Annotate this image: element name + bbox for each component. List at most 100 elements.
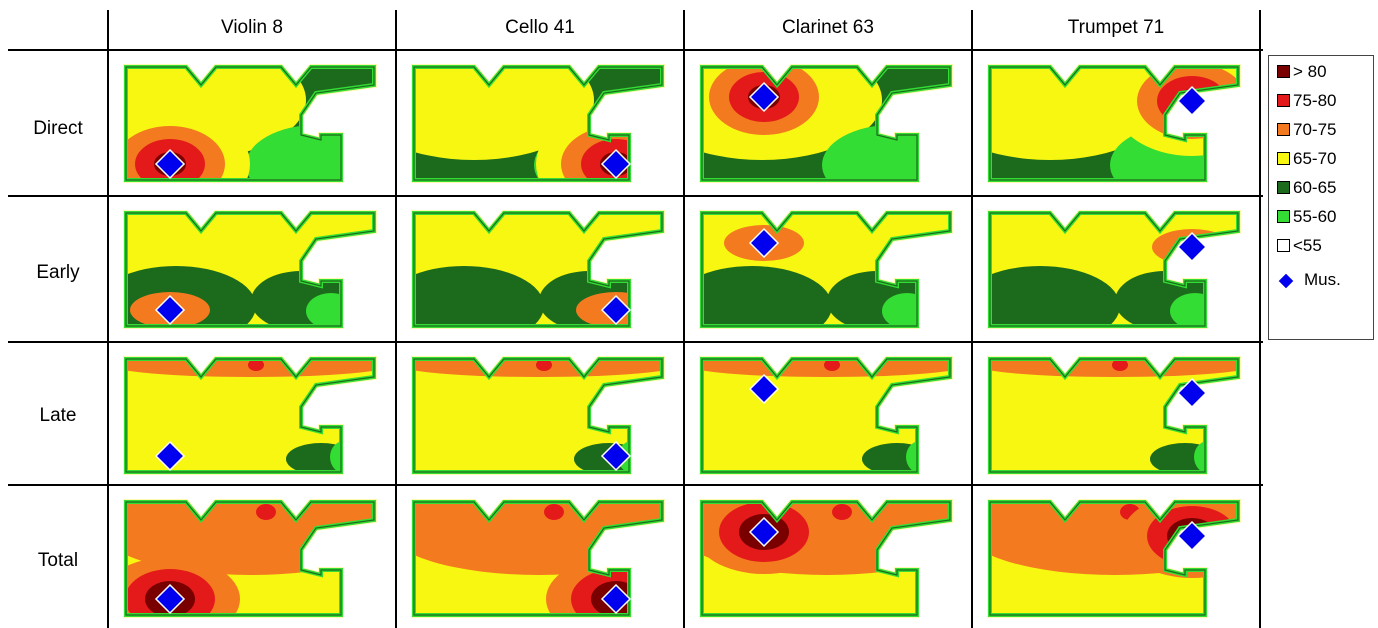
row-header: Direct: [33, 118, 83, 139]
room-edge: [989, 358, 1239, 473]
musician-marker: [154, 583, 186, 615]
heatmap-panel: [404, 347, 674, 482]
legend: > 80 75-80 70-75 65-70 60-65 55-60 <55 M…: [1268, 55, 1374, 340]
room-edge: [413, 501, 663, 616]
panel-map: [699, 64, 953, 183]
column-header: Violin 8: [221, 17, 283, 38]
heatmap-panel: [404, 490, 674, 625]
panel-map: [699, 210, 953, 329]
heat-region: [1110, 582, 1210, 615]
room-edge: [989, 212, 1239, 327]
legend-item: 65-70: [1277, 147, 1336, 171]
legend-label: <55: [1293, 236, 1322, 255]
heat-region: [414, 266, 544, 326]
room-edge: [701, 501, 951, 616]
legend-swatch: [1277, 65, 1290, 78]
column-header: Cello 41: [505, 17, 575, 38]
legend-swatch: [1277, 239, 1290, 252]
panel-map: [699, 499, 953, 618]
panel-map: [987, 356, 1241, 475]
heatmap-panel: [116, 201, 386, 336]
legend-swatch: [1277, 210, 1290, 223]
grid-line: [8, 341, 1263, 343]
heat-region: [126, 67, 306, 160]
room-edge: [125, 66, 375, 181]
panel-map: [411, 356, 665, 475]
heatmap-panel: [692, 201, 962, 336]
heat-region: [544, 504, 564, 520]
legend-item: 75-80: [1277, 89, 1336, 113]
musician-marker: [748, 227, 780, 259]
grid-line: [8, 49, 1263, 51]
column-header: Clarinet 63: [782, 17, 874, 38]
row-header: Late: [39, 405, 77, 426]
panel-map: [123, 64, 377, 183]
room-edge: [125, 212, 375, 327]
room-edge: [413, 358, 663, 473]
heat-region: [248, 359, 264, 371]
grid-line: [8, 195, 1263, 197]
room-edge: [413, 212, 663, 327]
panel-map: [987, 64, 1241, 183]
legend-label: 60-65: [1293, 178, 1337, 197]
legend-label: Mus.: [1304, 270, 1341, 289]
legend-swatch: [1277, 94, 1290, 107]
panel-map: [123, 499, 377, 618]
musician-marker: [154, 148, 186, 180]
room-edge: [701, 212, 951, 327]
musician-marker: [748, 81, 780, 113]
legend-swatch: [1277, 152, 1290, 165]
heatmap-panel: [404, 201, 674, 336]
legend-item: 55-60: [1277, 205, 1336, 229]
heat-region: [822, 582, 922, 615]
legend-label: 75-80: [1293, 91, 1337, 110]
row-header: Early: [36, 262, 80, 283]
panel-map: [411, 499, 665, 618]
heat-region: [306, 293, 356, 326]
grid-line: [395, 10, 397, 628]
musician-marker: [748, 373, 780, 405]
room-edge: [701, 358, 951, 473]
legend-item: <55: [1277, 234, 1322, 258]
musician-marker: [1176, 231, 1208, 263]
room-edge: [125, 358, 375, 473]
heat-region: [990, 67, 1170, 160]
grid-line: [1259, 10, 1261, 628]
grid-line: [8, 484, 1263, 486]
grid-line: [107, 10, 109, 628]
legend-item: 70-75: [1277, 118, 1336, 142]
heatmap-panel: [980, 55, 1250, 190]
heat-region: [1112, 359, 1128, 371]
room-edge: [989, 66, 1239, 181]
heatmap-panel: [404, 55, 674, 190]
panel-map: [123, 210, 377, 329]
room-edge: [701, 66, 951, 181]
musician-marker: [154, 294, 186, 326]
grid-line: [683, 10, 685, 628]
panel-map: [987, 210, 1241, 329]
legend-item-musician: Mus.: [1277, 268, 1341, 292]
legend-item: > 80: [1277, 60, 1327, 84]
heat-region: [990, 266, 1120, 326]
heat-region: [702, 266, 832, 326]
heatmap-panel: [116, 55, 386, 190]
musician-marker: [600, 440, 632, 472]
musician-marker: [600, 583, 632, 615]
heatmap-panel: [980, 347, 1250, 482]
legend-swatch: [1277, 123, 1290, 136]
heat-region: [832, 504, 852, 520]
musician-diamond-icon: [1277, 271, 1295, 290]
row-header: Total: [37, 550, 79, 571]
heat-region: [882, 293, 932, 326]
room-edge: [413, 66, 663, 181]
musician-marker: [748, 516, 780, 548]
panel-map: [123, 356, 377, 475]
musician-marker: [1176, 85, 1208, 117]
room-edge: [125, 501, 375, 616]
heatmap-panel: [116, 490, 386, 625]
panel-map: [987, 499, 1241, 618]
legend-label: 65-70: [1293, 149, 1337, 168]
heat-region: [414, 67, 594, 160]
legend-swatch: [1277, 181, 1290, 194]
musician-marker: [154, 440, 186, 472]
